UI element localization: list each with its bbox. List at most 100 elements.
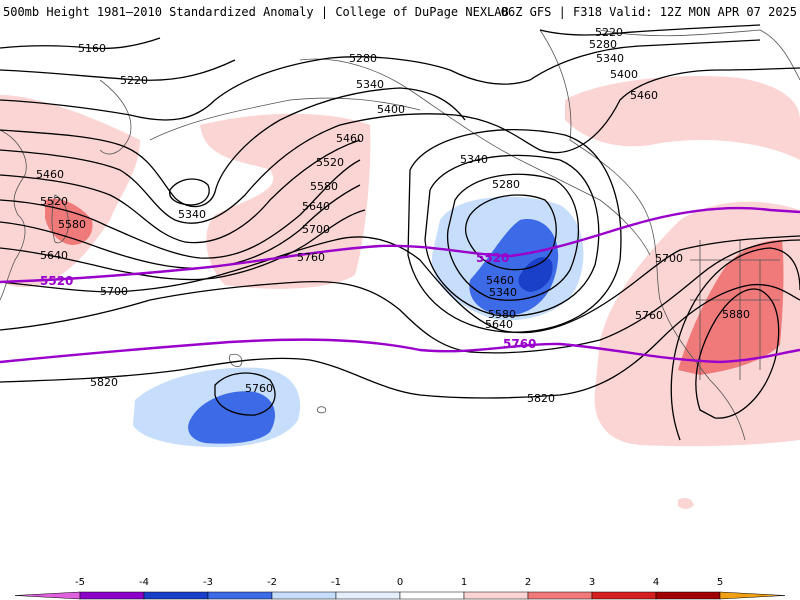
contour-gulf-low-5400 [424,154,600,317]
contour-label: 5640 [485,318,513,331]
contour-label: 5220 [595,26,623,39]
contour-gulf-low-5340 [446,173,580,301]
colorbar-arrow-right [719,591,786,600]
coast-kamchatka [99,79,132,155]
colorbar-segment [591,591,657,600]
colorbar-segment [143,591,209,600]
contour-labels: 5160 5220 5220 5280 5280 5280 5340 5340 … [36,26,750,405]
contour-5460 [0,139,361,244]
colorbar-tick-label: -3 [203,577,213,588]
contour-label: 5760 [635,309,663,322]
contour-5340-low-small [169,178,210,206]
colorbar-tick-label: 3 [589,577,595,588]
contour-label: 5160 [78,42,106,55]
contour-label: 5460 [336,132,364,145]
contour-5820 [0,283,800,399]
colorbar-arrow-left [14,591,81,600]
colorbar-segment [207,591,273,600]
colorbar-segment [463,591,529,600]
colorbar-tick-label: 1 [461,577,467,588]
colorbar-segment [527,591,593,600]
header-title: 500mb Height 1981–2010 Standardized Anom… [3,5,509,19]
colorbar-tick-label: -4 [139,577,149,588]
contour-5880-ridge [695,288,780,419]
colorbar-segment [79,591,145,600]
colorbar-tick-label: 2 [525,577,531,588]
contour-label: 5640 [40,249,68,262]
anomaly-pos1-alaska [565,76,800,160]
anomaly-pos1-pacific-ridge [200,113,371,289]
contour-label: 5280 [492,178,520,191]
contour-label: 5280 [589,38,617,51]
contour-label: 5700 [302,223,330,236]
anomaly-neg2-hawaii [188,391,275,444]
anomaly-pos1-small [678,497,694,509]
header-valid-time: 06Z GFS | F318 Valid: 12Z MON APR 07 202… [500,5,797,19]
contour-label: 5520 [316,156,344,169]
coast-na-west [539,29,746,441]
colorbar-tick-label: 5 [717,577,723,588]
highlight-labels: 5520 5520 5760 [40,251,536,351]
highlight-label-5520: 5520 [476,251,509,265]
contour-5280-west [0,39,761,121]
contour-label: 5400 [377,103,405,116]
contour-gulf-low-5280 [464,194,557,271]
highlight-label-5760: 5760 [503,337,536,351]
colorbar-segment [271,591,337,600]
colorbar-segments [14,591,786,600]
contour-5220-east [539,24,761,36]
contour-label: 5700 [100,285,128,298]
contour-label: 5400 [610,68,638,81]
header: 500mb Height 1981–2010 Standardized Anom… [0,0,800,22]
contour-label: 5340 [356,78,384,91]
contour-label: 5760 [245,382,273,395]
contour-label: 5340 [489,286,517,299]
highlight-label-5520-west: 5520 [40,274,73,288]
contour-5820-ridge [670,247,800,441]
contour-5400 [0,67,800,224]
contour-label: 5820 [527,392,555,405]
colorbar-tick-labels: -5 -4 -3 -2 -1 0 1 2 3 4 5 [75,577,723,588]
anomaly-neg2-gulf [469,219,559,316]
contour-label: 5520 [40,195,68,208]
contour-5640 [0,209,366,281]
anomaly-map: 5160 5220 5220 5280 5280 5280 5340 5340 … [0,24,800,509]
positive-anomaly-shading [0,76,800,509]
contour-gulf-low-5460 [407,129,622,333]
contour-5700 [0,235,800,334]
height-contours [0,24,800,441]
contour-label: 5460 [486,274,514,287]
coast-aleutians [149,97,421,141]
colorbar-tick-label: -2 [267,577,277,588]
contour-label: 5760 [297,251,325,264]
state-borders [690,240,780,380]
colorbar-tick-label: -5 [75,577,85,588]
contour-label: 5580 [58,218,86,231]
anomaly-pos1-asia [0,95,140,288]
contour-label: 5280 [349,52,377,65]
contour-5160 [0,37,161,50]
contour-label: 5340 [460,153,488,166]
contour-label: 5460 [630,89,658,102]
contour-label: 5820 [90,376,118,389]
colorbar-segment [399,591,465,600]
anomaly-neg3-gulf [518,257,553,292]
contour-label: 5700 [655,252,683,265]
contour-label: 5580 [488,308,516,321]
colorbar-segment [655,591,721,600]
contour-label: 5640 [302,200,330,213]
contour-label: 5880 [722,308,750,321]
coast-asia [0,129,27,301]
contour-5760 [0,239,800,354]
highlight-contour-5520 [0,206,800,284]
coast-canada-interior [599,29,800,81]
contour-5520 [0,159,361,259]
colorbar-tick-label: 4 [653,577,659,588]
colorbar: -5 -4 -3 -2 -1 0 1 2 3 4 5 [14,577,786,600]
colorbar-tick-label: -1 [331,577,341,588]
contour-5220-west [0,59,236,81]
contour-5340-west [0,87,466,208]
coast-japan [51,194,69,244]
contour-label: 5340 [596,52,624,65]
highlight-contours [0,206,800,364]
